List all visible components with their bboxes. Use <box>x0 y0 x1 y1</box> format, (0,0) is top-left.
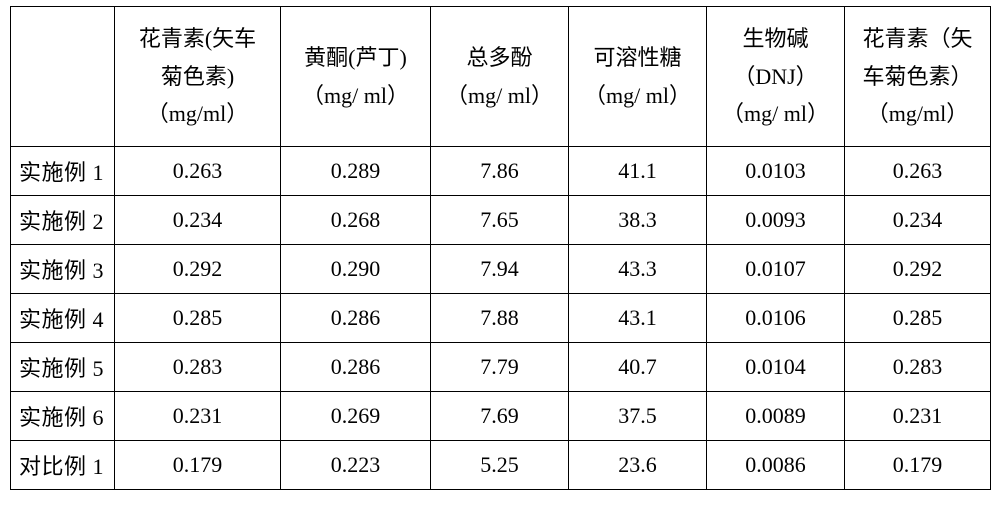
table-header-row: 花青素(矢车 菊色素) （mg/ml） 黄酮(芦丁) （mg/ ml） 总多酚 … <box>11 7 991 147</box>
cell-value: 0.292 <box>115 245 281 294</box>
cell-value: 0.0103 <box>707 147 845 196</box>
cell-value: 37.5 <box>569 392 707 441</box>
cell-value: 0.0089 <box>707 392 845 441</box>
data-table-container: 花青素(矢车 菊色素) （mg/ml） 黄酮(芦丁) （mg/ ml） 总多酚 … <box>0 0 1000 511</box>
col-header-line: 车菊色素） <box>847 58 988 95</box>
cell-value: 0.234 <box>115 196 281 245</box>
cell-value: 0.285 <box>845 294 991 343</box>
cell-value: 0.268 <box>281 196 431 245</box>
cell-value: 0.263 <box>115 147 281 196</box>
col-header-line: （mg/ ml） <box>571 77 704 114</box>
cell-value: 43.1 <box>569 294 707 343</box>
cell-value: 0.231 <box>845 392 991 441</box>
cell-value: 0.0086 <box>707 441 845 490</box>
cell-value: 0.179 <box>845 441 991 490</box>
cell-value: 38.3 <box>569 196 707 245</box>
cell-value: 0.286 <box>281 294 431 343</box>
col-header-line: 生物碱 <box>709 20 842 57</box>
col-header-line: （mg/ ml） <box>433 77 566 114</box>
cell-value: 0.285 <box>115 294 281 343</box>
col-header-anthocyanin-1: 花青素(矢车 菊色素) （mg/ml） <box>115 7 281 147</box>
cell-value: 0.290 <box>281 245 431 294</box>
cell-value: 0.234 <box>845 196 991 245</box>
col-header-flavone: 黄酮(芦丁) （mg/ ml） <box>281 7 431 147</box>
cell-value: 0.0093 <box>707 196 845 245</box>
cell-value: 7.94 <box>431 245 569 294</box>
cell-value: 7.88 <box>431 294 569 343</box>
cell-value: 7.65 <box>431 196 569 245</box>
cell-value: 0.269 <box>281 392 431 441</box>
cell-value: 0.179 <box>115 441 281 490</box>
col-header-sugar: 可溶性糖 （mg/ ml） <box>569 7 707 147</box>
row-label: 实施例 3 <box>11 245 115 294</box>
cell-value: 0.292 <box>845 245 991 294</box>
col-header-line: （mg/ml） <box>847 95 988 132</box>
cell-value: 0.0107 <box>707 245 845 294</box>
cell-value: 0.283 <box>845 343 991 392</box>
table-row: 实施例 5 0.283 0.286 7.79 40.7 0.0104 0.283 <box>11 343 991 392</box>
col-header-dnj: 生物碱 （DNJ） （mg/ ml） <box>707 7 845 147</box>
table-row: 对比例 1 0.179 0.223 5.25 23.6 0.0086 0.179 <box>11 441 991 490</box>
row-label: 实施例 4 <box>11 294 115 343</box>
table-row: 实施例 4 0.285 0.286 7.88 43.1 0.0106 0.285 <box>11 294 991 343</box>
col-header-line: 总多酚 <box>433 39 566 76</box>
cell-value: 7.86 <box>431 147 569 196</box>
cell-value: 0.263 <box>845 147 991 196</box>
data-table: 花青素(矢车 菊色素) （mg/ml） 黄酮(芦丁) （mg/ ml） 总多酚 … <box>10 6 991 490</box>
table-row: 实施例 3 0.292 0.290 7.94 43.3 0.0107 0.292 <box>11 245 991 294</box>
col-header-polyphenol: 总多酚 （mg/ ml） <box>431 7 569 147</box>
col-header-line: 可溶性糖 <box>571 39 704 76</box>
cell-value: 5.25 <box>431 441 569 490</box>
row-label: 对比例 1 <box>11 441 115 490</box>
cell-value: 7.69 <box>431 392 569 441</box>
cell-value: 0.283 <box>115 343 281 392</box>
cell-value: 0.289 <box>281 147 431 196</box>
cell-value: 0.223 <box>281 441 431 490</box>
cell-value: 0.0104 <box>707 343 845 392</box>
row-label: 实施例 6 <box>11 392 115 441</box>
row-label: 实施例 2 <box>11 196 115 245</box>
table-row: 实施例 1 0.263 0.289 7.86 41.1 0.0103 0.263 <box>11 147 991 196</box>
col-header-line: 黄酮(芦丁) <box>283 39 428 76</box>
col-header-line: （DNJ） <box>709 58 842 95</box>
row-label: 实施例 5 <box>11 343 115 392</box>
table-row: 实施例 2 0.234 0.268 7.65 38.3 0.0093 0.234 <box>11 196 991 245</box>
cell-value: 43.3 <box>569 245 707 294</box>
col-header-line: 花青素（矢 <box>847 20 988 57</box>
cell-value: 41.1 <box>569 147 707 196</box>
table-row: 实施例 6 0.231 0.269 7.69 37.5 0.0089 0.231 <box>11 392 991 441</box>
row-label: 实施例 1 <box>11 147 115 196</box>
col-header-line: 花青素(矢车 <box>117 20 278 57</box>
col-header-line: （mg/ ml） <box>283 77 428 114</box>
col-header-line: 菊色素) <box>117 58 278 95</box>
cell-value: 0.0106 <box>707 294 845 343</box>
col-header-rowlabel <box>11 7 115 147</box>
cell-value: 0.231 <box>115 392 281 441</box>
cell-value: 40.7 <box>569 343 707 392</box>
cell-value: 0.286 <box>281 343 431 392</box>
cell-value: 7.79 <box>431 343 569 392</box>
col-header-anthocyanin-2: 花青素（矢 车菊色素） （mg/ml） <box>845 7 991 147</box>
cell-value: 23.6 <box>569 441 707 490</box>
col-header-line: （mg/ ml） <box>709 95 842 132</box>
col-header-line: （mg/ml） <box>117 95 278 132</box>
